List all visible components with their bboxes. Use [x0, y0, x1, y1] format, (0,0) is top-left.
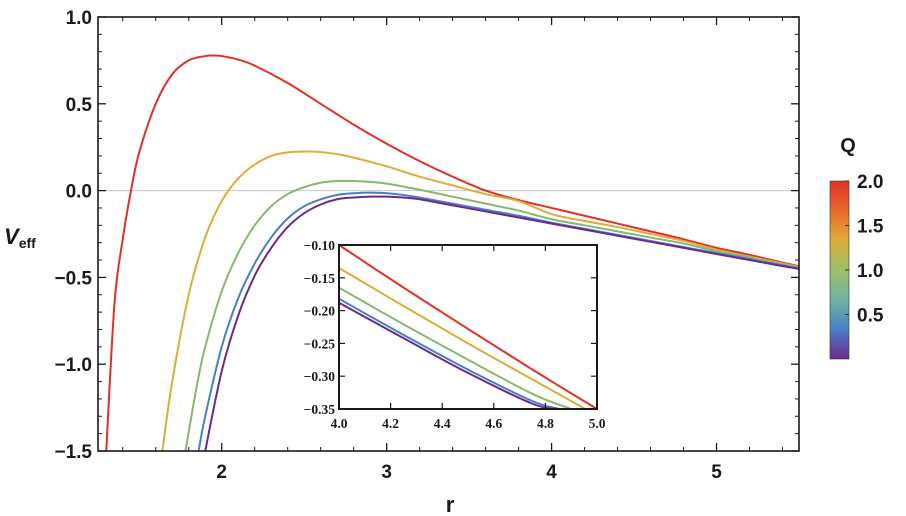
colorbar-tick-label: 1.5 — [857, 217, 884, 238]
x-tick-label: 2 — [216, 462, 227, 483]
inset-x-tick-label: 5.0 — [589, 416, 606, 431]
colorbar-tick-label: 2.0 — [857, 172, 883, 193]
inset-y-tick-label: −0.25 — [304, 336, 336, 351]
x-tick-label: 4 — [546, 462, 557, 483]
main-series-line-1 — [161, 150, 800, 452]
y-tick-label: 0.0 — [66, 182, 92, 203]
inset-plot: 4.0 4.2 4.4 4.6 4.8 5.0 −0.10 −0.15 −0.20 −0.25 −0… — [304, 238, 606, 431]
y-tick-label: −1.5 — [54, 442, 92, 463]
x-tick-label: 5 — [711, 462, 722, 483]
inset-x-tick-label: 4.6 — [485, 416, 502, 431]
colorbar-tick-label: 0.5 — [857, 306, 884, 327]
main-series-line-2 — [184, 179, 800, 452]
inset-x-tick-label: 4.8 — [537, 416, 554, 431]
main-series-line-4 — [204, 195, 800, 452]
inset-y-tick-label: −0.30 — [304, 369, 336, 384]
inset-series-line-2 — [338, 286, 572, 410]
y-tick-label: −0.5 — [54, 268, 92, 289]
y-tick-label: 1.0 — [66, 8, 92, 29]
inset-series-line-4 — [338, 301, 558, 410]
main-series-line-0 — [105, 54, 800, 452]
inset-y-tick-label: −0.35 — [304, 402, 336, 417]
main-plot: 2 3 4 5 1.0 0.5 0.0 −0.5 −1.0 −1.5 Veff r — [4, 8, 800, 516]
colorbar-tick-label: 1.0 — [857, 261, 883, 282]
inset-x-tick-label: 4.0 — [331, 416, 348, 431]
inset-series-line-0 — [338, 244, 598, 410]
x-tick-label: 3 — [381, 462, 392, 483]
y-tick-label: 0.5 — [66, 95, 93, 116]
inset-series-group — [338, 244, 598, 410]
inset-series-line-3 — [338, 297, 560, 410]
inset-y-tick-label: −0.10 — [304, 238, 336, 253]
inset-ticks-group: 4.0 4.2 4.4 4.6 4.8 5.0 −0.10 −0.15 −0.20 −0.25 −0… — [304, 238, 606, 431]
colorbar-label: Q — [840, 135, 856, 157]
y-axis-label: Veff — [4, 224, 36, 251]
main-plot-frame — [97, 16, 800, 452]
colorbar: Q 2.0 1.5 1.0 0.5 — [829, 135, 884, 360]
inset-y-tick-label: −0.15 — [304, 271, 336, 286]
inset-y-tick-label: −0.20 — [304, 304, 336, 319]
inset-series-line-1 — [338, 267, 586, 410]
y-tick-label: −1.0 — [54, 355, 92, 376]
x-axis-label: r — [446, 492, 455, 516]
inset-plot-frame — [338, 244, 598, 410]
main-series-group — [105, 54, 800, 452]
colorbar-ticks-group: 2.0 1.5 1.0 0.5 — [845, 172, 884, 327]
inset-x-tick-label: 4.4 — [434, 416, 451, 431]
main-ticks-group: 2 3 4 5 1.0 0.5 0.0 −0.5 −1.0 −1.5 — [54, 8, 799, 483]
inset-x-tick-label: 4.2 — [382, 416, 399, 431]
